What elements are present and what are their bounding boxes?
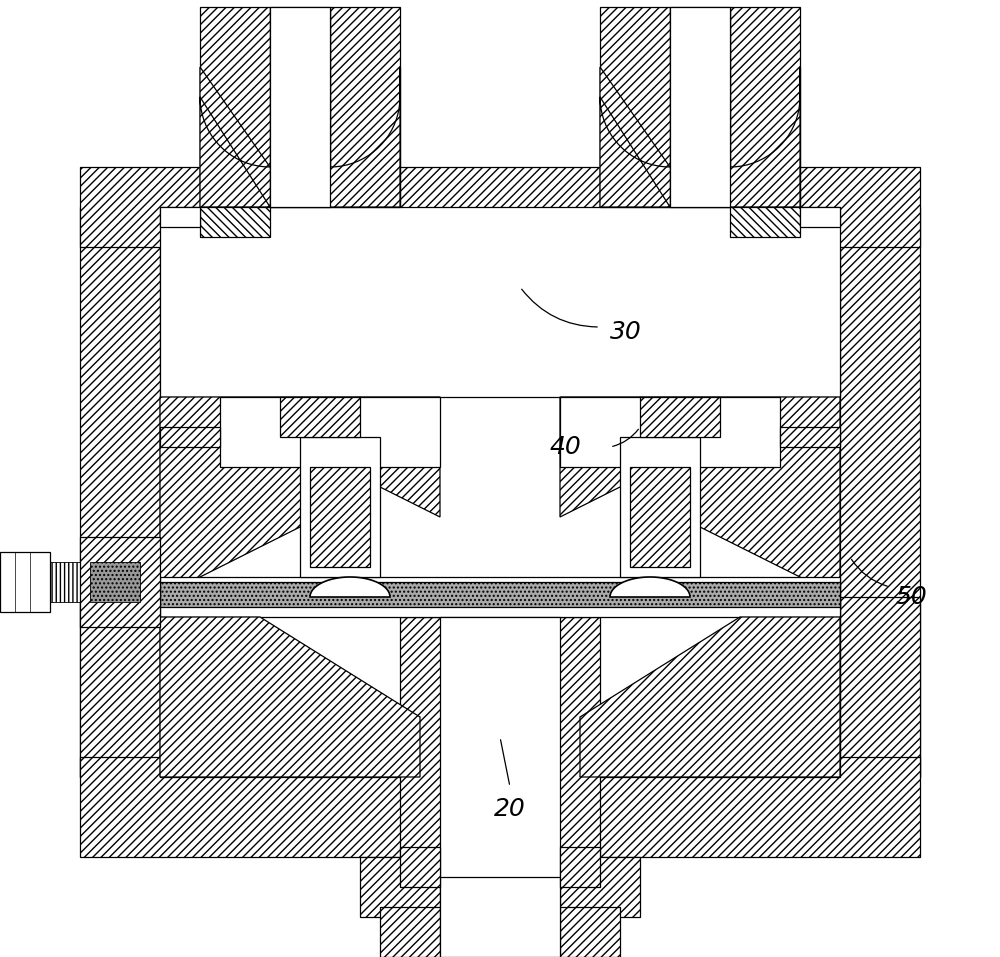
Bar bbox=[330, 7, 400, 207]
Bar bbox=[780, 427, 840, 447]
Bar bbox=[270, 7, 330, 207]
Bar bbox=[280, 397, 360, 437]
Bar bbox=[160, 577, 840, 617]
Bar bbox=[160, 207, 840, 397]
Bar bbox=[380, 907, 620, 957]
Text: 50: 50 bbox=[895, 585, 927, 609]
Bar bbox=[400, 847, 440, 887]
Bar bbox=[80, 757, 920, 857]
Polygon shape bbox=[640, 397, 840, 597]
Polygon shape bbox=[360, 397, 440, 517]
Bar bbox=[310, 467, 370, 567]
Text: 30: 30 bbox=[610, 320, 642, 344]
Bar bbox=[90, 562, 140, 602]
Bar bbox=[360, 857, 640, 917]
Bar bbox=[160, 597, 840, 777]
Bar bbox=[50, 562, 160, 602]
Polygon shape bbox=[160, 397, 360, 597]
Bar bbox=[730, 207, 800, 237]
Bar bbox=[200, 7, 270, 207]
Bar bbox=[160, 207, 200, 227]
Bar bbox=[560, 397, 780, 467]
Bar bbox=[620, 437, 700, 577]
Bar bbox=[800, 207, 840, 227]
Bar bbox=[220, 397, 440, 467]
Bar bbox=[400, 617, 600, 887]
Bar bbox=[440, 617, 560, 957]
Bar bbox=[640, 397, 720, 437]
Polygon shape bbox=[330, 67, 400, 207]
Bar bbox=[440, 877, 560, 957]
Bar bbox=[600, 67, 800, 207]
Polygon shape bbox=[730, 67, 800, 207]
Bar bbox=[840, 207, 920, 777]
Bar bbox=[80, 537, 160, 627]
Text: 20: 20 bbox=[494, 797, 526, 821]
Bar bbox=[600, 7, 670, 207]
Bar bbox=[0, 552, 50, 612]
Polygon shape bbox=[200, 67, 270, 207]
Polygon shape bbox=[160, 617, 420, 777]
Bar bbox=[200, 67, 400, 207]
Bar bbox=[160, 427, 220, 447]
Bar bbox=[670, 7, 730, 207]
Polygon shape bbox=[610, 577, 690, 597]
Polygon shape bbox=[560, 397, 640, 517]
Bar bbox=[670, 7, 730, 207]
Bar bbox=[80, 207, 160, 777]
Bar bbox=[200, 207, 270, 237]
Text: 40: 40 bbox=[550, 435, 582, 459]
Bar bbox=[840, 597, 920, 777]
Bar bbox=[80, 167, 920, 247]
Polygon shape bbox=[310, 577, 390, 597]
Bar bbox=[730, 7, 800, 207]
Bar bbox=[300, 437, 380, 577]
Bar bbox=[560, 847, 600, 887]
Polygon shape bbox=[580, 617, 840, 777]
Bar bbox=[270, 7, 330, 207]
Bar bbox=[160, 582, 840, 607]
Bar bbox=[630, 467, 690, 567]
Polygon shape bbox=[600, 67, 670, 207]
Bar bbox=[80, 597, 160, 777]
